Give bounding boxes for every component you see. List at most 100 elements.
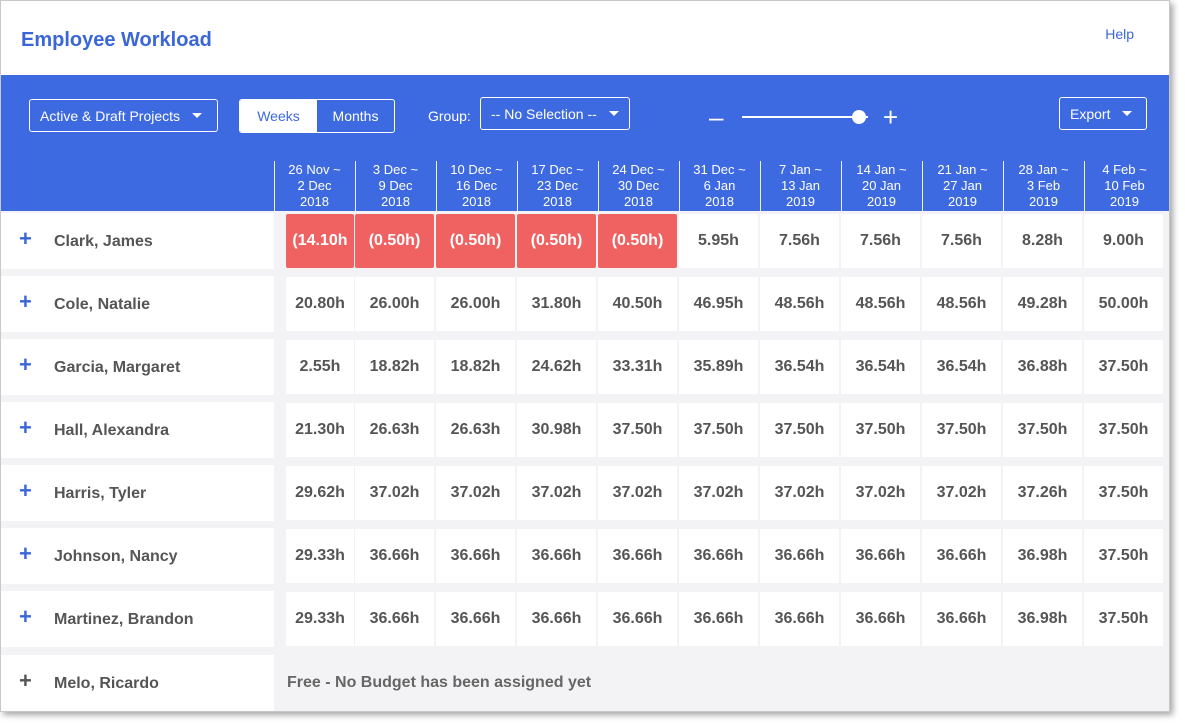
- help-link[interactable]: Help: [1105, 26, 1134, 42]
- hours-cell[interactable]: 37.50h: [1084, 403, 1163, 457]
- hours-cell[interactable]: 37.02h: [598, 466, 677, 520]
- hours-cell[interactable]: 7.56h: [760, 214, 839, 268]
- expand-plus-icon[interactable]: +: [19, 478, 32, 503]
- hours-cell[interactable]: 36.66h: [760, 529, 839, 583]
- hours-cell[interactable]: 35.89h: [679, 340, 758, 394]
- employee-row: + Clark, James (14.10h (0.50h) (0.50h) (0.50h…: [1, 211, 1169, 269]
- overbooked-hours-cell[interactable]: (0.50h): [517, 214, 596, 268]
- export-button[interactable]: Export: [1059, 97, 1147, 130]
- hours-cell[interactable]: 31.80h: [517, 277, 596, 331]
- zoom-out-button[interactable]: –: [709, 102, 724, 132]
- hours-cell[interactable]: 29.62h: [286, 466, 354, 520]
- week-header-line: 2019: [867, 194, 896, 209]
- hours-cell[interactable]: 36.66h: [517, 529, 596, 583]
- hours-cell[interactable]: 20.80h: [286, 277, 354, 331]
- overbooked-hours-cell[interactable]: (0.50h): [355, 214, 434, 268]
- hours-cell[interactable]: 36.66h: [922, 529, 1001, 583]
- hours-cell[interactable]: 36.54h: [841, 340, 920, 394]
- hours-cell[interactable]: 37.02h: [760, 466, 839, 520]
- hours-cell[interactable]: 36.66h: [355, 529, 434, 583]
- hours-cell[interactable]: 37.50h: [922, 403, 1001, 457]
- hours-cell[interactable]: 36.66h: [598, 592, 677, 646]
- expand-plus-icon[interactable]: +: [19, 226, 32, 251]
- expand-plus-icon[interactable]: +: [19, 289, 32, 314]
- projects-filter-dropdown[interactable]: Active & Draft Projects: [29, 99, 218, 132]
- hours-cell[interactable]: 33.31h: [598, 340, 677, 394]
- zoom-in-button[interactable]: +: [883, 102, 899, 132]
- hours-cell[interactable]: 36.54h: [922, 340, 1001, 394]
- hours-cell[interactable]: 2.55h: [286, 340, 354, 394]
- hours-cell[interactable]: 36.88h: [1003, 340, 1082, 394]
- hours-cell[interactable]: 37.50h: [760, 403, 839, 457]
- week-header-line: 2019: [786, 194, 815, 209]
- expand-plus-icon[interactable]: +: [19, 604, 32, 629]
- hours-cell[interactable]: 48.56h: [841, 277, 920, 331]
- hours-cell[interactable]: 29.33h: [286, 529, 354, 583]
- hours-cell[interactable]: 37.02h: [841, 466, 920, 520]
- overbooked-hours-cell[interactable]: (14.10h: [286, 214, 354, 268]
- hours-cell[interactable]: 26.00h: [355, 277, 434, 331]
- hours-cell[interactable]: 36.66h: [841, 529, 920, 583]
- hours-cell[interactable]: 30.98h: [517, 403, 596, 457]
- hours-cell[interactable]: 37.02h: [517, 466, 596, 520]
- expand-plus-icon[interactable]: +: [19, 541, 32, 566]
- hours-cell[interactable]: 8.28h: [1003, 214, 1082, 268]
- view-toggle: Weeks Months: [239, 99, 395, 133]
- hours-cell[interactable]: 5.95h: [679, 214, 758, 268]
- hours-cell[interactable]: 36.66h: [517, 592, 596, 646]
- hours-cell[interactable]: 49.28h: [1003, 277, 1082, 331]
- week-header-line: 2018: [624, 194, 653, 209]
- hours-cell[interactable]: 46.95h: [679, 277, 758, 331]
- hours-cell[interactable]: 36.66h: [436, 529, 515, 583]
- hours-cell[interactable]: 36.66h: [355, 592, 434, 646]
- expand-plus-icon[interactable]: +: [19, 415, 32, 440]
- weeks-tab[interactable]: Weeks: [240, 100, 317, 132]
- group-select[interactable]: -- No Selection --: [480, 97, 630, 130]
- hours-cell[interactable]: 37.50h: [1084, 592, 1163, 646]
- expand-plus-icon[interactable]: +: [19, 668, 32, 693]
- hours-cell[interactable]: 36.54h: [760, 340, 839, 394]
- overbooked-hours-cell[interactable]: (0.50h): [598, 214, 677, 268]
- hours-cell[interactable]: 40.50h: [598, 277, 677, 331]
- hours-cell[interactable]: 26.63h: [355, 403, 434, 457]
- hours-cell[interactable]: 36.98h: [1003, 529, 1082, 583]
- hours-cell[interactable]: 37.50h: [679, 403, 758, 457]
- hours-cell[interactable]: 37.50h: [598, 403, 677, 457]
- hours-cell[interactable]: 37.50h: [1084, 529, 1163, 583]
- hours-cell[interactable]: 37.02h: [436, 466, 515, 520]
- hours-cell[interactable]: 36.66h: [679, 529, 758, 583]
- hours-cell[interactable]: 37.50h: [1084, 340, 1163, 394]
- hours-cell[interactable]: 36.98h: [1003, 592, 1082, 646]
- hours-cell[interactable]: 21.30h: [286, 403, 354, 457]
- hours-cell[interactable]: 48.56h: [760, 277, 839, 331]
- hours-cell[interactable]: 9.00h: [1084, 214, 1163, 268]
- hours-cell[interactable]: 7.56h: [841, 214, 920, 268]
- hours-cell[interactable]: 26.00h: [436, 277, 515, 331]
- zoom-slider-track[interactable]: [742, 116, 868, 118]
- hours-cell[interactable]: 37.02h: [922, 466, 1001, 520]
- hours-cell[interactable]: 18.82h: [436, 340, 515, 394]
- hours-cell[interactable]: 36.66h: [598, 529, 677, 583]
- hours-cell[interactable]: 37.50h: [841, 403, 920, 457]
- hours-cell[interactable]: 50.00h: [1084, 277, 1163, 331]
- zoom-slider-handle[interactable]: [852, 110, 866, 124]
- hours-cell[interactable]: 36.66h: [922, 592, 1001, 646]
- months-tab[interactable]: Months: [332, 108, 379, 124]
- hours-cell[interactable]: 29.33h: [286, 592, 354, 646]
- hours-cell[interactable]: 36.66h: [679, 592, 758, 646]
- expand-plus-icon[interactable]: +: [19, 352, 32, 377]
- hours-cell[interactable]: 7.56h: [922, 214, 1001, 268]
- hours-cell[interactable]: 48.56h: [922, 277, 1001, 331]
- hours-cell[interactable]: 36.66h: [841, 592, 920, 646]
- hours-cell[interactable]: 37.02h: [679, 466, 758, 520]
- hours-cell[interactable]: 36.66h: [436, 592, 515, 646]
- hours-cell[interactable]: 37.50h: [1003, 403, 1082, 457]
- hours-cell[interactable]: 37.02h: [355, 466, 434, 520]
- hours-cell[interactable]: 26.63h: [436, 403, 515, 457]
- hours-cell[interactable]: 18.82h: [355, 340, 434, 394]
- overbooked-hours-cell[interactable]: (0.50h): [436, 214, 515, 268]
- hours-cell[interactable]: 37.26h: [1003, 466, 1082, 520]
- hours-cell[interactable]: 24.62h: [517, 340, 596, 394]
- hours-cell[interactable]: 36.66h: [760, 592, 839, 646]
- hours-cell[interactable]: 37.50h: [1084, 466, 1163, 520]
